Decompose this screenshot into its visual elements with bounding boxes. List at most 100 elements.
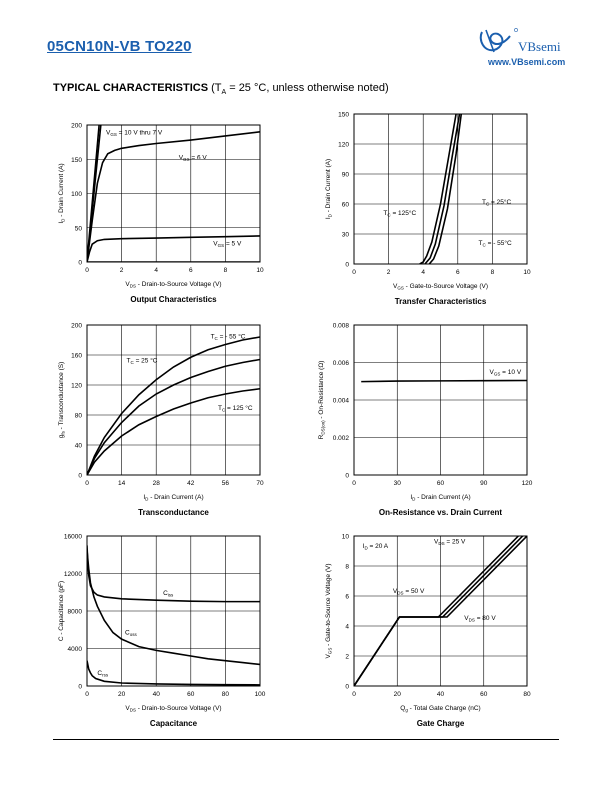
annotation-label: ID = 20 A bbox=[363, 543, 389, 551]
x-tick-label: 0 bbox=[352, 269, 356, 276]
section-title-text: TYPICAL CHARACTERISTICS bbox=[53, 82, 209, 94]
series-line-2 bbox=[87, 549, 260, 666]
footer-divider bbox=[53, 739, 559, 740]
series-line-3 bbox=[87, 131, 260, 262]
section-condition: (TA = 25 °C, unless otherwise noted) bbox=[211, 82, 389, 97]
x-tick-label: 10 bbox=[256, 267, 264, 274]
chart-title: Output Characteristics bbox=[130, 295, 217, 304]
x-tick-label: 0 bbox=[85, 480, 89, 487]
x-tick-label: 20 bbox=[394, 691, 402, 698]
x-tick-label: 4 bbox=[154, 267, 158, 274]
y-tick-label: 0.008 bbox=[333, 323, 350, 330]
series-line-1 bbox=[87, 336, 260, 475]
y-tick-label: 0 bbox=[78, 473, 82, 480]
y-tick-label: 6 bbox=[345, 594, 349, 601]
annotation-label: TC = - 55 °C bbox=[211, 333, 246, 342]
x-tick-label: 40 bbox=[437, 691, 445, 698]
chart-title: On-Resistance vs. Drain Current bbox=[379, 508, 502, 517]
logo-text: VBsemi bbox=[518, 39, 561, 54]
x-axis-label: VGS - Gate-to-Source Voltage (V) bbox=[393, 283, 488, 291]
series-line-2 bbox=[424, 114, 461, 264]
x-tick-label: 2 bbox=[387, 269, 391, 276]
y-tick-label: 120 bbox=[338, 142, 349, 149]
series-line-3 bbox=[87, 660, 260, 686]
x-tick-label: 60 bbox=[187, 691, 195, 698]
series-line-3 bbox=[354, 536, 527, 686]
x-tick-label: 2 bbox=[120, 267, 124, 274]
y-tick-label: 0.006 bbox=[333, 360, 350, 367]
y-tick-label: 8000 bbox=[68, 609, 83, 616]
plot-frame bbox=[86, 324, 261, 476]
x-tick-label: 60 bbox=[480, 691, 488, 698]
x-tick-label: 0 bbox=[85, 267, 89, 274]
chart-title: Capacitance bbox=[150, 719, 198, 728]
y-tick-label: 4 bbox=[345, 624, 349, 631]
series-line-3 bbox=[87, 387, 260, 475]
x-tick-label: 90 bbox=[480, 480, 488, 487]
annotation-label: TC = 125 °C bbox=[218, 404, 253, 413]
chart-capacitance: 0 20 40 60 80 100 0 4000 8000 12000 16000 Ciss Coss C… bbox=[58, 534, 266, 729]
x-tick-label: 6 bbox=[189, 267, 193, 274]
x-tick-label: 120 bbox=[522, 480, 533, 487]
series-line-4 bbox=[87, 235, 260, 262]
series-line-1 bbox=[361, 379, 527, 383]
x-axis-label: ID - Drain Current (A) bbox=[143, 494, 203, 502]
y-tick-label: 30 bbox=[342, 232, 350, 239]
x-axis-label: ID - Drain Current (A) bbox=[410, 494, 470, 502]
x-tick-label: 6 bbox=[456, 269, 460, 276]
y-tick-label: 100 bbox=[71, 191, 82, 198]
x-tick-label: 80 bbox=[222, 691, 230, 698]
x-tick-label: 20 bbox=[118, 691, 126, 698]
x-tick-label: 42 bbox=[187, 480, 195, 487]
series-line-3 bbox=[428, 114, 463, 264]
chart-gatecharge: 0 20 40 60 80 0 2 4 6 8 10 ID = 20 A VDS = 25 V VDS =… bbox=[325, 534, 531, 729]
y-tick-label: 50 bbox=[75, 225, 83, 232]
x-tick-label: 28 bbox=[153, 480, 161, 487]
x-tick-label: 56 bbox=[222, 480, 230, 487]
annotation-label: Crss bbox=[97, 670, 108, 678]
annotation-label: VDS = 80 V bbox=[464, 615, 496, 623]
x-tick-label: 40 bbox=[153, 691, 161, 698]
x-tick-label: 0 bbox=[352, 691, 356, 698]
vbsemi-logo-icon bbox=[479, 28, 518, 53]
annotation-label: TC = 125°C bbox=[383, 209, 416, 218]
y-tick-label: 40 bbox=[75, 443, 83, 450]
series-line-1 bbox=[419, 114, 457, 264]
y-axis-label: ID - Drain Current (A) bbox=[58, 163, 66, 223]
y-tick-label: 90 bbox=[342, 172, 350, 179]
series-line-2 bbox=[87, 125, 102, 262]
annotation-label: VDS = 25 V bbox=[434, 539, 466, 547]
plot-frame bbox=[353, 324, 528, 476]
y-tick-label: 120 bbox=[71, 383, 82, 390]
y-axis-label: VGS - Gate-to-Source Voltage (V) bbox=[325, 563, 333, 658]
part-number: 05CN10N-VB TO220 bbox=[47, 38, 192, 55]
x-tick-label: 4 bbox=[421, 269, 425, 276]
y-tick-label: 80 bbox=[75, 413, 83, 420]
x-tick-label: 10 bbox=[523, 269, 531, 276]
annotation-label: Coss bbox=[125, 629, 137, 637]
annotation-label: TC = 25°C bbox=[482, 198, 511, 207]
x-tick-label: 100 bbox=[255, 691, 266, 698]
x-tick-label: 80 bbox=[523, 691, 531, 698]
y-tick-label: 0.004 bbox=[333, 398, 350, 405]
annotation-label: TC = - 55°C bbox=[479, 239, 512, 248]
website-link[interactable]: www.VBsemi.com bbox=[488, 57, 566, 67]
y-tick-label: 0 bbox=[345, 262, 349, 269]
x-tick-label: 60 bbox=[437, 480, 445, 487]
annotation-label: TC = 25 °C bbox=[127, 357, 158, 366]
annotation-label: VGS = 10 V thru 7 V bbox=[106, 130, 163, 138]
chart-transfer: 0 2 4 6 8 10 0 30 60 90 120 150 TC = 125°C TC = 25°C T… bbox=[325, 112, 531, 307]
y-tick-label: 10 bbox=[342, 534, 350, 541]
y-axis-label: gfs - Transconductance (S) bbox=[58, 362, 66, 439]
y-tick-label: 12000 bbox=[64, 571, 82, 578]
plot-frame bbox=[353, 535, 528, 687]
x-tick-label: 30 bbox=[394, 480, 402, 487]
x-tick-label: 8 bbox=[491, 269, 495, 276]
x-tick-label: 14 bbox=[118, 480, 126, 487]
y-tick-label: 0 bbox=[78, 260, 82, 267]
x-tick-label: 70 bbox=[256, 480, 264, 487]
y-tick-label: 0 bbox=[345, 684, 349, 691]
annotation-label: VGS = 6 V bbox=[179, 154, 208, 162]
x-tick-label: 0 bbox=[85, 691, 89, 698]
